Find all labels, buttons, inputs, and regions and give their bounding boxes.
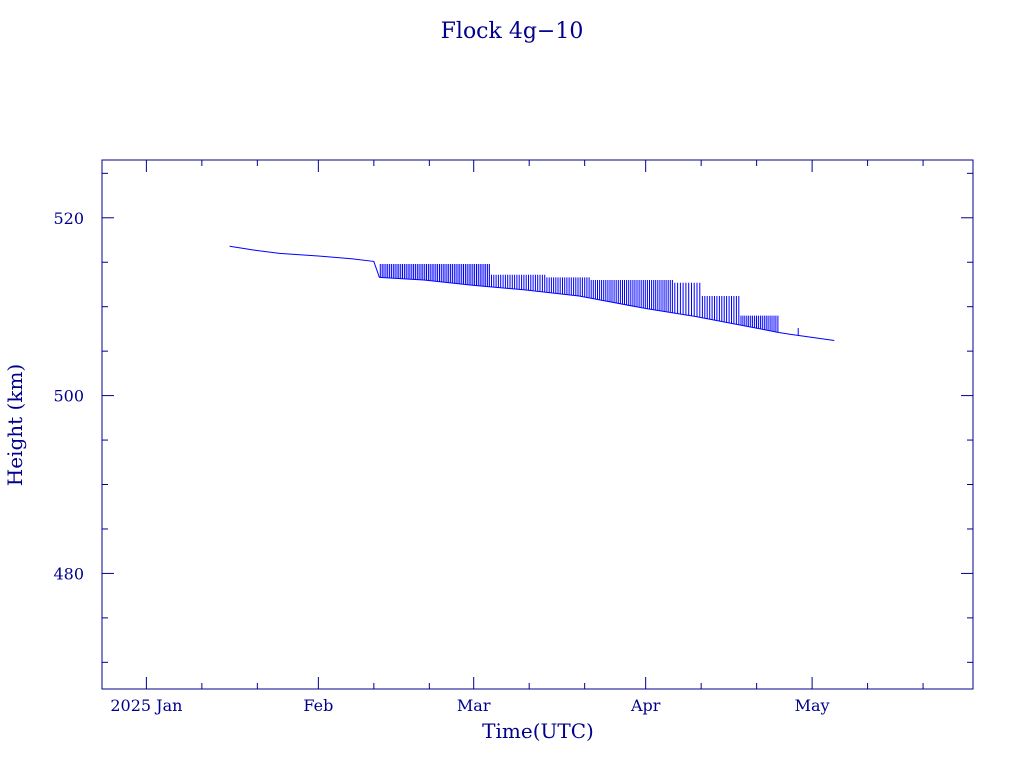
- y-axis-label: Height (km): [3, 364, 27, 486]
- axis-tick-labels: 2025 Jan Feb Mar Apr May 480 500 520: [53, 209, 829, 715]
- series-oscillation-band: [546, 277, 590, 298]
- x-tick-label: 2025 Jan: [110, 696, 182, 715]
- x-tick-label: Feb: [303, 696, 333, 715]
- series-oscillation-band: [701, 296, 740, 325]
- y-tick-label: 480: [53, 564, 84, 583]
- axis-ticks: [102, 160, 973, 689]
- series-oscillation-band: [590, 280, 673, 313]
- y-tick-label: 500: [53, 387, 84, 406]
- series-layer: [229, 245, 835, 341]
- x-tick-label: Mar: [457, 696, 491, 715]
- x-axis-label: Time(UTC): [482, 719, 594, 743]
- series-oscillation-band: [491, 274, 546, 293]
- series-oscillation-band: [379, 264, 490, 287]
- y-tick-label: 520: [53, 209, 84, 228]
- series-baseline-line: [229, 245, 835, 341]
- x-tick-label: May: [795, 696, 830, 715]
- series-oscillation-band: [740, 315, 779, 333]
- chart-title: Flock 4g−10: [441, 19, 584, 44]
- series-oscillation-band: [674, 282, 701, 318]
- x-tick-label: Apr: [630, 696, 661, 715]
- plot-frame: [101, 159, 974, 690]
